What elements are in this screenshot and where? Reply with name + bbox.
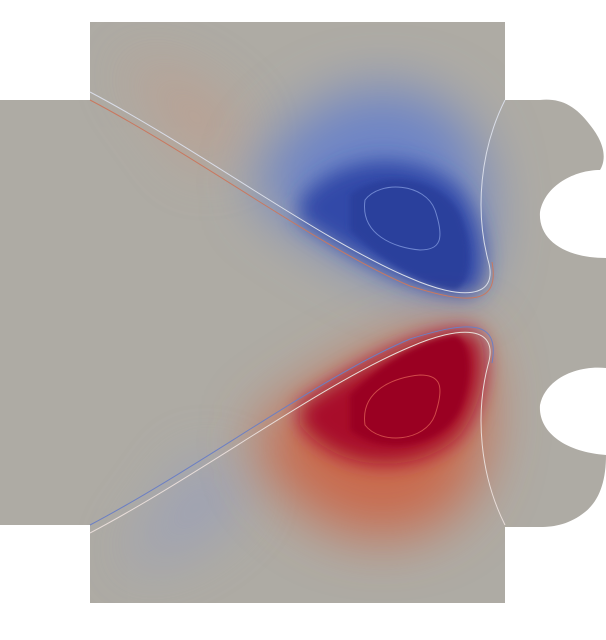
field [120,60,488,565]
domain [0,22,606,603]
contours [89,91,506,534]
